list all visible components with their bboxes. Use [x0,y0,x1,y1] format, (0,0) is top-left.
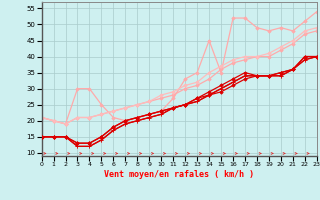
X-axis label: Vent moyen/en rafales ( km/h ): Vent moyen/en rafales ( km/h ) [104,170,254,179]
